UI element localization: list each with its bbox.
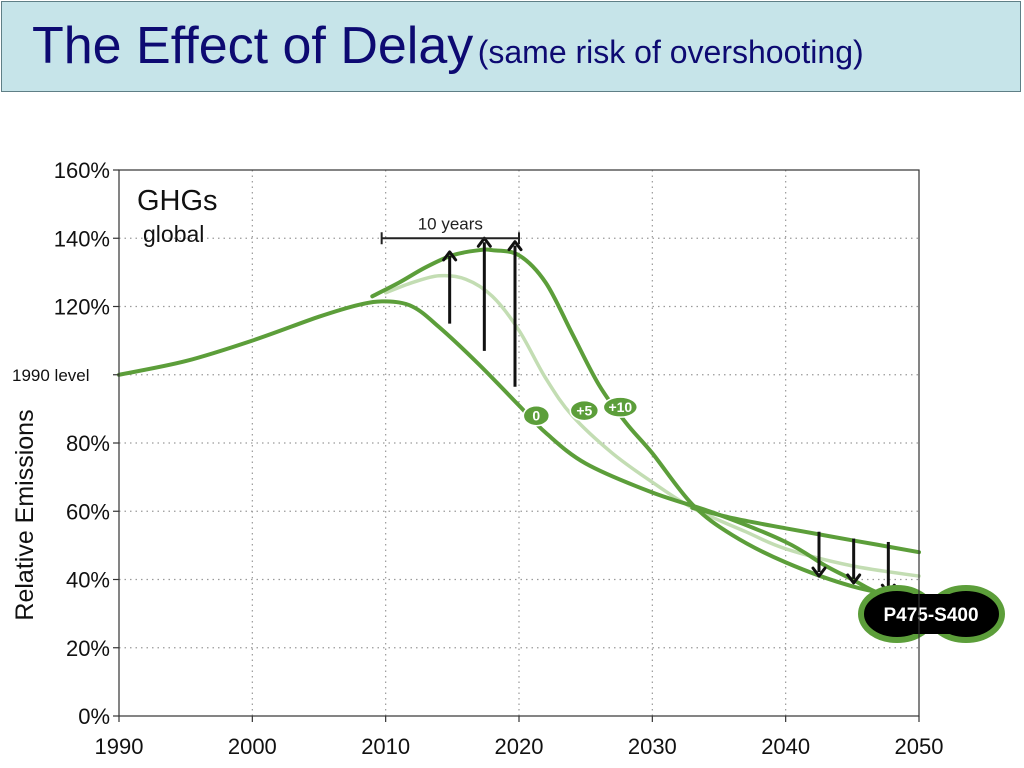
x-tick-label: 2020: [495, 734, 544, 759]
slide-title: The Effect of Delay: [32, 17, 474, 75]
y-tick-label: 140%: [54, 226, 110, 251]
x-tick-label: 1990: [95, 734, 144, 759]
x-tick-label: 2040: [761, 734, 810, 759]
series-label-badge: [522, 404, 551, 427]
series-label-badge: [602, 396, 639, 418]
down-arrow-head: [811, 566, 827, 578]
grid: [119, 170, 919, 716]
x-tick-label: 2000: [228, 734, 277, 759]
up-arrow-head: [507, 240, 523, 252]
slide-subtitle: (same risk of overshooting): [477, 34, 864, 70]
down-arrow-head: [846, 573, 862, 585]
series-line-4: [690, 505, 921, 555]
y-tick-label: 80%: [66, 431, 110, 456]
series-label-text: +10: [608, 399, 632, 415]
y-tick-label: 0%: [78, 704, 110, 729]
series-line-3: [370, 247, 921, 602]
panel-subtitle: global: [143, 221, 204, 247]
y-tick-label: 40%: [66, 568, 110, 593]
panel-title: GHGs: [137, 185, 218, 217]
scenario-badge-label: P475-S400: [883, 605, 978, 626]
y-tick-label: 120%: [54, 295, 110, 320]
y-tick-label: 160%: [54, 158, 110, 183]
title-bar: The Effect of Delay (same risk of oversh…: [1, 1, 1021, 92]
y-tick-label: 60%: [66, 499, 110, 524]
arrows: [442, 236, 896, 595]
slide-title-line: The Effect of Delay (same risk of oversh…: [32, 16, 864, 76]
series-labels: 0 +5 +10: [522, 396, 639, 427]
y-axis-title: Relative Emissions: [11, 409, 39, 620]
x-tick-label: 2010: [361, 734, 410, 759]
y-tick-label: 20%: [66, 636, 110, 661]
x-tick-label: 2050: [895, 734, 944, 759]
plot-frame: [118, 169, 920, 717]
series-label-badge: [569, 399, 600, 422]
annotations: 10 years GHGs global P475-S400: [137, 185, 1005, 643]
series-label-text: 0: [532, 408, 540, 424]
scenario-badge-middle: [897, 594, 966, 634]
axes: 1990 2000 2010 2020 2030 2040 2050 0% 20% 40% 60% 8…: [11, 158, 943, 759]
up-arrow-head: [442, 250, 458, 262]
series-line-1: [117, 299, 921, 606]
bracket-label: 10 years: [418, 214, 483, 233]
x-tick-label: 2030: [628, 734, 677, 759]
series-line-2: [383, 273, 921, 578]
y-level-label: 1990 level: [12, 366, 90, 385]
series-label-text: +5: [576, 403, 592, 419]
